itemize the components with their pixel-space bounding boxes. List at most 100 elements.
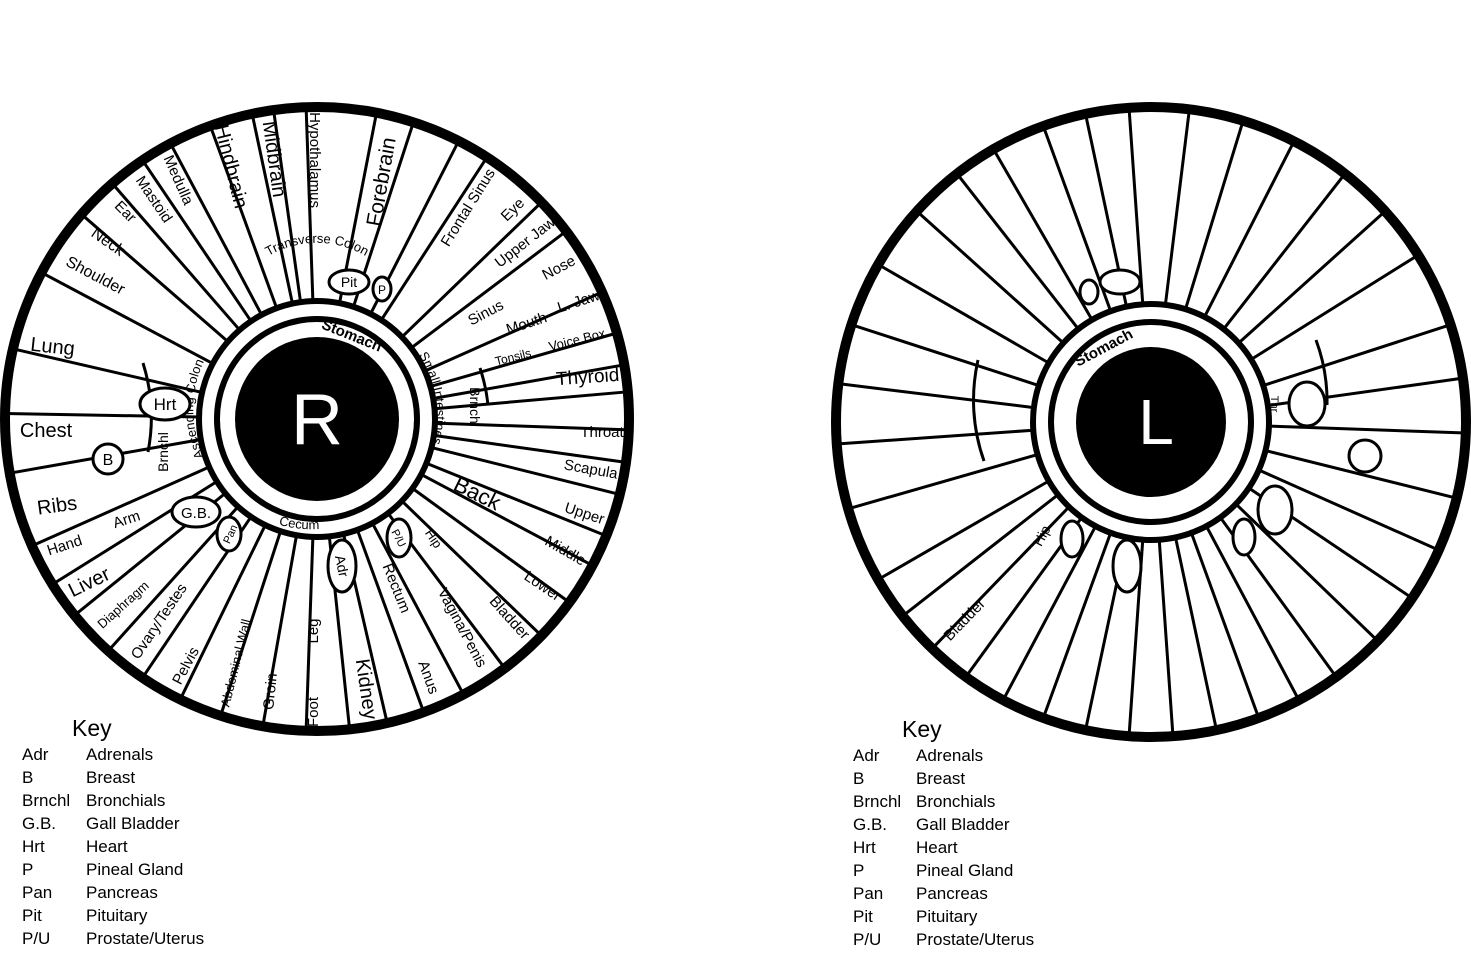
key-row: B Breast — [22, 768, 272, 790]
key-abbreviation: Brnchl — [853, 792, 902, 811]
left-zone-partial-label: Thr — [1268, 396, 1280, 413]
key-abbreviation: Pan — [22, 883, 53, 902]
key-abbreviation: B — [853, 769, 865, 788]
zone-divider — [304, 107, 315, 302]
key-meaning: Pancreas — [916, 884, 988, 903]
left-badge-hrt — [1287, 380, 1327, 428]
zone-hip: Hip — [422, 526, 445, 551]
zone-bladder: Bladder — [486, 593, 533, 643]
left-zone-bladder: Bladder — [941, 595, 989, 644]
zone-divider — [1184, 120, 1245, 310]
key-meaning: Adrenals — [916, 746, 984, 765]
zone-upper: Upper — [562, 499, 606, 528]
key-row: Pit Pituitary — [22, 906, 272, 928]
left-badge-gb — [1256, 484, 1294, 536]
left-iris — [831, 102, 1471, 742]
zone-throat: Throat — [580, 424, 624, 441]
zone-foot: Foot — [305, 696, 322, 727]
zone-neck: Neck — [88, 225, 128, 260]
zone-divider — [111, 182, 241, 331]
zone-divider — [400, 499, 543, 637]
zone-divider — [410, 230, 568, 350]
key-row: G.B. Gall Bladder — [853, 815, 1103, 837]
zone-divider — [431, 446, 621, 496]
zone-divider — [31, 465, 210, 548]
zone-groin: Groin — [260, 672, 281, 710]
badge-gb: G.B. — [170, 495, 222, 529]
svg-text:P: P — [378, 283, 386, 297]
zone-leg: Leg — [305, 618, 322, 643]
zone-thyroid: Thyroid — [555, 365, 620, 390]
zone-divider — [261, 534, 298, 727]
zone-divider — [992, 148, 1094, 321]
key-row: Hrt Heart — [853, 838, 1103, 860]
badge-adr: Adr — [326, 538, 358, 594]
zone-divider — [877, 263, 1050, 365]
key-meaning: Pituitary — [86, 906, 148, 925]
zone-divider — [931, 505, 1071, 650]
zone-liver: Liver — [65, 563, 114, 602]
zone-divider — [433, 433, 627, 464]
zone-lung: Lung — [29, 334, 76, 361]
right-iris-outer-ring — [0, 102, 634, 736]
zone-shoulder: Shoulder — [63, 253, 128, 298]
zone-divider — [1041, 532, 1113, 719]
key-abbreviation: P — [853, 861, 865, 880]
zone-brnchl: Brnchl — [467, 387, 483, 427]
zone-divider — [1222, 172, 1347, 330]
zone-divider — [420, 473, 594, 567]
key-row: P Pineal Gland — [853, 861, 1103, 883]
key-meaning: Gall Bladder — [916, 815, 1010, 834]
left-iris-badges — [1059, 268, 1383, 594]
zone-divider — [355, 529, 426, 713]
key-abbreviation: P — [22, 860, 34, 879]
key-abbreviation: B — [22, 768, 34, 787]
zone-voice-box: Voice Box — [547, 325, 607, 354]
zone-divider — [434, 390, 628, 411]
key-row: Brnchl Bronchials — [22, 791, 272, 813]
key-meaning: Prostate/Uterus — [86, 929, 205, 948]
key-meaning: Prostate/Uterus — [916, 930, 1035, 949]
zone-divider — [1258, 468, 1440, 552]
left-iris-center-letter: L — [1138, 386, 1174, 458]
zone-divider — [1157, 539, 1175, 737]
key-abbreviation: P/U — [853, 930, 882, 949]
key-row: Hrt Heart — [22, 837, 272, 859]
zone-brnchl-left: Brnchl — [155, 432, 171, 472]
key-abbreviation: G.B. — [853, 815, 888, 834]
zone-ear: Ear — [111, 198, 140, 227]
zone-chest: Chest — [20, 420, 73, 442]
left-badge-p — [1078, 278, 1100, 306]
badge-b: B — [91, 442, 125, 476]
svg-text:G.B.: G.B. — [181, 505, 211, 522]
badge-pit: Pit — [327, 268, 371, 296]
zone-divider — [400, 201, 543, 339]
zone-divider — [915, 210, 1065, 345]
left-badge-pit — [1098, 268, 1142, 296]
key-abbreviation: Adr — [853, 746, 880, 765]
zone-divider — [411, 487, 571, 604]
svg-text:B: B — [103, 452, 114, 469]
key-left: Key Adr Adrenals B Breast Brnchl Bronchials G.… — [853, 716, 1113, 966]
zone-hypothalamus: Hypothalamus — [306, 112, 323, 208]
zone-divider — [432, 363, 625, 400]
left-iris-outer-ring — [831, 102, 1471, 742]
key-row: Adr Adrenals — [853, 746, 1103, 768]
zone-divider — [250, 113, 294, 304]
key-meaning: Gall Bladder — [86, 814, 180, 833]
key-row: Pit Pituitary — [853, 907, 1103, 929]
key-title: Key — [72, 715, 112, 741]
zone-nose: Nose — [539, 252, 578, 283]
zone-divider — [272, 109, 303, 303]
key-abbreviation: Pit — [853, 907, 873, 926]
key-meaning: Pancreas — [86, 883, 158, 902]
zone-l-jaw: L. Jaw — [555, 287, 602, 317]
zone-divider — [877, 479, 1050, 581]
left-badge-pu — [1059, 519, 1085, 559]
key-abbreviation: Hrt — [853, 838, 876, 857]
svg-text:Pit: Pit — [341, 274, 357, 290]
zone-divider — [430, 331, 618, 388]
key-meaning: Pituitary — [916, 907, 978, 926]
zone-divider — [847, 453, 1038, 511]
key-meaning: Breast — [86, 768, 136, 787]
